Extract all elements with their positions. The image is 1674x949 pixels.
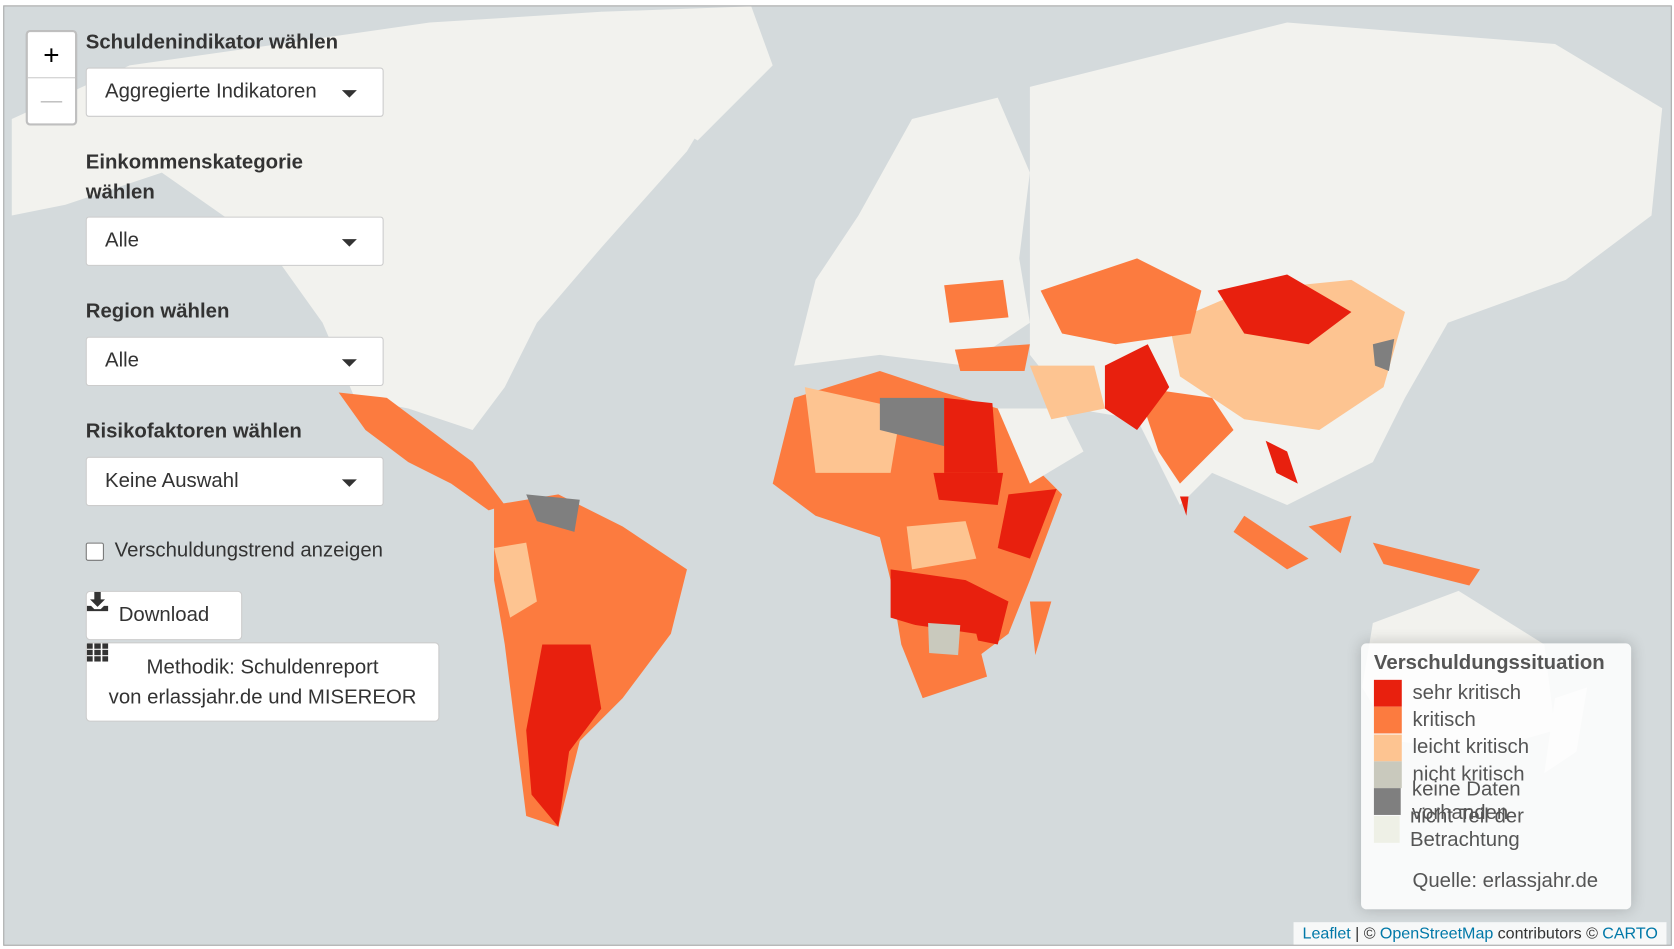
download-icon [86,591,109,612]
legend-item: keine Daten vorhanden [1373,778,1618,824]
attribution-text: | © [1355,924,1376,943]
download-text: Download [118,603,210,627]
legend-item: leicht kritisch [1373,734,1618,762]
indicator-select[interactable]: Aggregierte Indikatoren [85,67,384,117]
attribution-text: contributors © [1497,924,1598,943]
legend-label: leicht kritisch [1412,735,1530,759]
attribution-link[interactable]: OpenStreetMap [1379,924,1494,943]
attribution-link[interactable]: Leaflet [1302,924,1351,943]
legend-title: Verschuldungssituation [1373,651,1605,675]
indicator-label: Schuldenindikator wählen [85,31,339,54]
download-button[interactable]: Download [85,590,243,641]
countries [338,258,1481,827]
income-label: Einkommenskategorie wählen [85,151,304,204]
legend-label: sehr kritisch [1412,681,1522,705]
legend-label: nicht Teil der Betrachtung [1409,805,1524,852]
zoom-in[interactable]: + [43,38,60,71]
checkbox[interactable] [85,542,104,561]
grid-icon [86,643,109,662]
legend-swatch [1373,788,1402,816]
legend-swatch [1373,707,1402,734]
attribution: Leaflet | © OpenStreetMap contributors © CAR… [1293,922,1667,945]
legend-label: nicht kritisch [1412,762,1525,786]
legend-item: sehr kritisch [1373,679,1618,707]
map[interactable]: + — Schuldenindikator wählen Aggregierte… [3,5,1672,946]
risk-label: Risikofaktoren wählen [85,420,302,443]
legend-swatch [1373,679,1402,707]
method-button[interactable]: Methodik: Schuldenreport von erlassjahr.… [85,642,440,722]
risk-select[interactable]: Keine Auswahl [85,456,384,507]
legend-source: Quelle: erlassjahr.de [1412,869,1599,892]
legend-label: kritisch [1412,708,1476,732]
zoom-out[interactable]: — [27,77,76,123]
method-text: Methodik: Schuldenreport [146,656,379,679]
income-select[interactable]: Alle [85,216,384,266]
trend-checkbox[interactable]: Verschuldungstrend anzeigen [85,539,383,563]
region-label: Region wählen [85,300,230,323]
checkbox-label: Verschuldungstrend anzeigen [114,539,383,562]
legend-swatch [1373,761,1402,789]
attribution-link[interactable]: CARTO [1602,924,1658,943]
legend: Verschuldungssituation sehr kritisch krit… [1361,643,1632,910]
legend-label: keine Daten vorhanden [1411,778,1521,825]
legend-swatch [1373,815,1400,843]
legend-swatch [1373,734,1402,762]
zoom-control: + — [25,30,78,126]
legend-item: nicht kritisch [1373,761,1618,789]
method-text: von erlassjahr.de und MISEREOR [108,686,417,709]
legend-item: kritisch [1373,707,1618,734]
legend-items: sehr kritisch kritisch leicht kritisch nich… [1373,679,1618,852]
region-select[interactable]: Alle [85,336,384,387]
map-tiles [11,6,1663,827]
legend-item: nicht Teil der Betrachtung [1373,805,1618,852]
